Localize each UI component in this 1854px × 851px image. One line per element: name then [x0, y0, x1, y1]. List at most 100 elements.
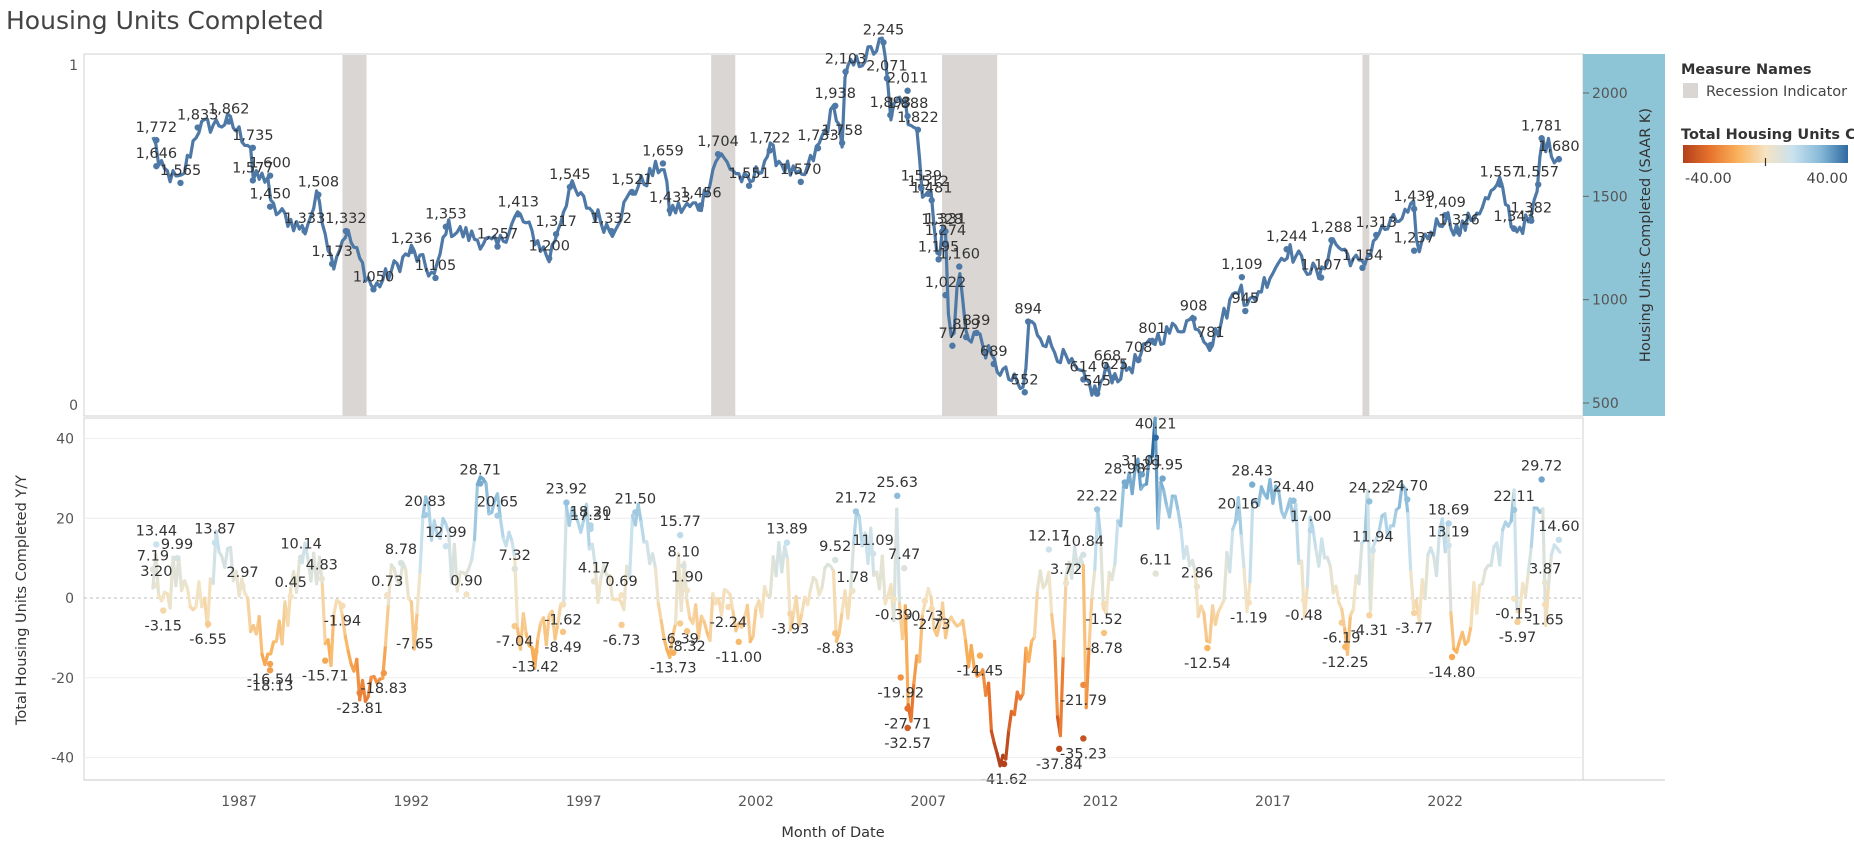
bottom-point[interactable] [1541, 579, 1549, 586]
top-point[interactable] [432, 274, 439, 282]
bottom-point[interactable] [852, 508, 860, 515]
bottom-point[interactable] [511, 565, 518, 573]
bottom-point[interactable] [204, 620, 212, 628]
top-point[interactable] [714, 150, 722, 158]
top-point[interactable] [1510, 225, 1518, 232]
top-point[interactable] [842, 68, 849, 75]
bottom-point[interactable] [1121, 479, 1128, 486]
top-point[interactable] [1190, 315, 1197, 322]
top-point[interactable] [935, 256, 942, 263]
bottom-point[interactable] [318, 575, 325, 582]
bottom-point[interactable] [618, 592, 625, 599]
bottom-point[interactable] [587, 522, 594, 529]
top-point[interactable] [1111, 373, 1118, 381]
bottom-point[interactable] [869, 550, 877, 557]
bottom-point[interactable] [783, 539, 791, 546]
bottom-point[interactable] [1100, 629, 1108, 637]
top-point[interactable] [797, 178, 804, 186]
bottom-point[interactable] [1080, 735, 1087, 742]
bottom-point[interactable] [1300, 596, 1308, 604]
top-point[interactable] [766, 147, 773, 154]
top-point[interactable] [1359, 264, 1366, 272]
bottom-point[interactable] [1245, 599, 1252, 606]
top-point[interactable] [608, 227, 615, 235]
bottom-point[interactable] [1369, 547, 1376, 554]
bottom-point[interactable] [494, 512, 501, 519]
bottom-point[interactable] [849, 587, 856, 595]
bottom-point[interactable] [676, 620, 684, 627]
bottom-point[interactable] [266, 667, 274, 674]
bottom-point[interactable] [1100, 600, 1108, 608]
top-point[interactable] [918, 185, 925, 192]
top-point[interactable] [194, 124, 201, 131]
bottom-point[interactable] [683, 627, 691, 635]
bottom-point[interactable] [590, 578, 598, 585]
bottom-point[interactable] [1204, 644, 1211, 652]
bottom-point[interactable] [1000, 760, 1008, 768]
bottom-point[interactable] [511, 622, 518, 630]
bottom-point[interactable] [1062, 579, 1070, 587]
bottom-point[interactable] [1152, 434, 1159, 441]
bottom-point[interactable] [618, 621, 625, 629]
bottom-point[interactable] [1080, 681, 1087, 689]
bottom-point[interactable] [1342, 643, 1349, 651]
bottom-point[interactable] [397, 559, 405, 567]
bottom-point[interactable] [239, 582, 246, 590]
bottom-point[interactable] [1248, 481, 1256, 488]
top-point[interactable] [914, 126, 922, 133]
bottom-point[interactable] [921, 597, 929, 605]
bottom-point[interactable] [463, 591, 470, 598]
top-point[interactable] [1242, 307, 1249, 315]
top-point[interactable] [1317, 274, 1325, 281]
top-point[interactable] [928, 197, 935, 204]
bottom-point[interactable] [559, 601, 567, 608]
bottom-point[interactable] [832, 556, 839, 564]
top-point[interactable] [1538, 135, 1545, 142]
top-point[interactable] [1283, 246, 1290, 253]
top-point[interactable] [814, 144, 822, 152]
bottom-point[interactable] [894, 492, 901, 500]
top-point[interactable] [266, 203, 274, 210]
top-point[interactable] [745, 182, 753, 189]
top-point[interactable] [153, 162, 160, 170]
bottom-point[interactable] [632, 509, 639, 516]
top-point[interactable] [949, 342, 956, 349]
top-point[interactable] [904, 112, 911, 120]
top-point[interactable] [956, 263, 963, 270]
bottom-point[interactable] [384, 591, 391, 599]
bottom-point[interactable] [442, 543, 450, 550]
bottom-point[interactable] [976, 652, 984, 659]
top-point[interactable] [494, 243, 501, 250]
bottom-point[interactable] [904, 724, 911, 732]
top-point[interactable] [942, 291, 949, 299]
top-point[interactable] [315, 191, 322, 198]
bottom-point[interactable] [1159, 475, 1166, 482]
bottom-point[interactable] [563, 499, 570, 506]
bottom-point[interactable] [411, 625, 419, 632]
bottom-point[interactable] [1538, 476, 1545, 483]
bottom-point[interactable] [149, 566, 157, 573]
top-point[interactable] [370, 286, 377, 293]
top-point[interactable] [942, 239, 949, 247]
bottom-point[interactable] [725, 603, 732, 611]
bottom-point[interactable] [173, 554, 181, 562]
top-point[interactable] [962, 333, 970, 341]
top-point[interactable] [659, 160, 667, 167]
top-point[interactable] [838, 139, 846, 147]
bottom-point[interactable] [928, 605, 935, 613]
top-point[interactable] [1497, 181, 1504, 188]
bottom-point[interactable] [1056, 745, 1063, 753]
top-point[interactable] [1149, 337, 1156, 344]
bottom-point[interactable] [421, 511, 429, 519]
top-point[interactable] [1410, 205, 1418, 213]
bottom-point[interactable] [1193, 583, 1201, 590]
bottom-point[interactable] [1555, 536, 1563, 543]
top-point[interactable] [925, 190, 932, 198]
top-point[interactable] [628, 188, 636, 196]
top-point[interactable] [938, 228, 946, 236]
bottom-point[interactable] [832, 630, 839, 637]
top-point[interactable] [1093, 390, 1101, 397]
bottom-point[interactable] [1080, 551, 1087, 558]
top-point[interactable] [880, 39, 887, 46]
top-point[interactable] [1207, 341, 1215, 349]
